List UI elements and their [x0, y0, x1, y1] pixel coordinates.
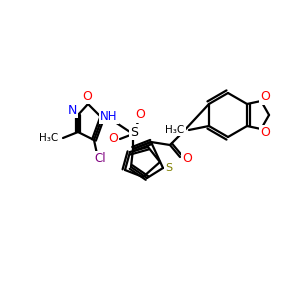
Text: S: S [165, 163, 172, 173]
Text: H₃C: H₃C [39, 133, 58, 143]
Text: N: N [67, 103, 77, 116]
Text: NH: NH [100, 110, 118, 122]
Text: O: O [108, 133, 118, 146]
Text: O: O [182, 152, 192, 164]
Text: O: O [135, 109, 145, 122]
Text: S: S [130, 125, 138, 139]
Text: O: O [260, 127, 270, 140]
Text: O: O [82, 89, 92, 103]
Text: O: O [260, 91, 270, 103]
Text: H₃C: H₃C [165, 125, 184, 135]
Text: Cl: Cl [94, 152, 106, 166]
